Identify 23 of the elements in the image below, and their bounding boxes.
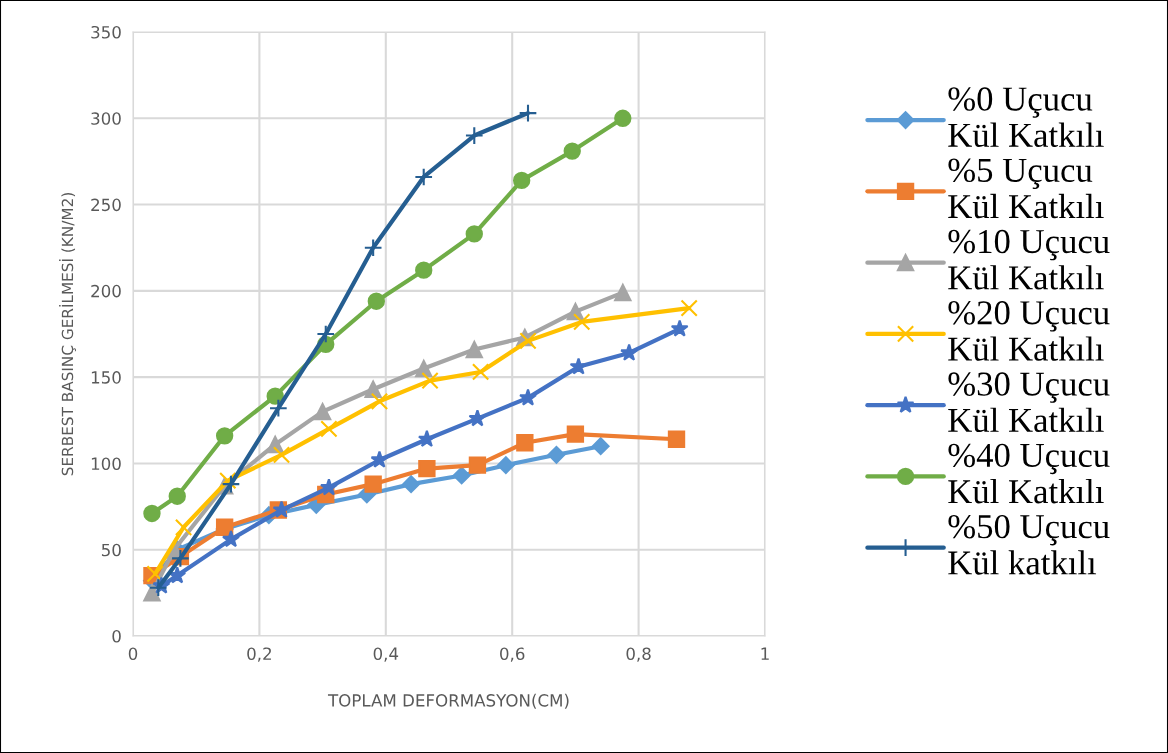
- y-tick-label: 100: [91, 457, 121, 470]
- x-tick-label: 0,6: [500, 647, 525, 662]
- legend-label: %40 Uçucu Kül Katkılı: [948, 443, 1110, 504]
- x-tick-label: 0,8: [626, 647, 651, 662]
- y-tick-label: 200: [91, 284, 121, 298]
- y-axis-title: SERBEST BASINÇ GERİLMESİ (KN/M2): [59, 193, 76, 476]
- y-tick-label: 0: [112, 629, 121, 643]
- legend-label: %5 Uçucu Kül Katkılı: [948, 158, 1104, 219]
- legend-label: %50 Uçucu Kül katkılı: [948, 514, 1110, 575]
- x-axis-title: TOPLAM DEFORMASYON(CM): [327, 693, 569, 709]
- x-tick-label: 0,4: [373, 647, 399, 662]
- legend-label: %10 Uçucu Kül Katkılı: [948, 229, 1110, 290]
- y-tick-label: 300: [91, 112, 121, 125]
- legend-label: %20 Uçucu Kül Katkılı: [948, 301, 1110, 361]
- legend-label: %0 Uçucu Kül Katkılı: [948, 87, 1104, 148]
- x-tick-label: 0,2: [247, 647, 271, 662]
- legend-label: %30 Uçucu Kül Katkılı: [948, 372, 1110, 433]
- y-tick-label: 350: [91, 25, 121, 39]
- x-tick-label: 1: [761, 647, 769, 660]
- y-tick-label: 150: [91, 371, 121, 384]
- x-tick-label: 0: [128, 647, 138, 661]
- y-tick-label: 250: [91, 198, 121, 212]
- y-tick-label: 50: [101, 543, 121, 557]
